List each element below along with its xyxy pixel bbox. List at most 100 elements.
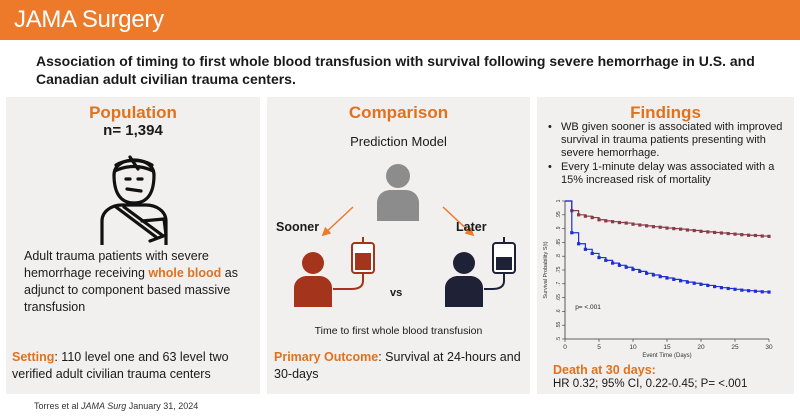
- data-point-later: [604, 258, 608, 262]
- series-line-sooner: [565, 200, 770, 237]
- later-label: Later: [456, 220, 487, 234]
- data-point-sooner: [760, 234, 764, 238]
- data-point-later: [638, 269, 642, 273]
- x-axis-label: Event Time (Days): [642, 353, 691, 359]
- data-point-later: [685, 280, 689, 284]
- data-point-later: [651, 273, 655, 277]
- data-point-later: [740, 288, 744, 292]
- y-tick-label: .85: [556, 239, 562, 246]
- x-tick-label: 25: [731, 344, 739, 351]
- data-point-later: [747, 289, 751, 293]
- data-point-later: [692, 281, 696, 285]
- y-tick-label: .95: [556, 211, 562, 218]
- findings-heading: Findings: [630, 103, 701, 122]
- population-panel: Population n= 1,394 Adult trauma patient…: [6, 97, 260, 394]
- prediction-model-label: Prediction Model: [350, 134, 447, 149]
- data-point-sooner: [726, 231, 730, 236]
- comparison-figure: [294, 164, 516, 307]
- data-point-later: [733, 287, 737, 291]
- sooner-label: Sooner: [276, 220, 320, 234]
- data-point-later: [767, 290, 771, 294]
- data-point-sooner: [699, 229, 703, 233]
- y-tick-label: .7: [556, 281, 562, 285]
- data-point-sooner: [638, 223, 642, 227]
- data-point-sooner: [645, 224, 649, 228]
- y-axis-label: Survival Probability S(t): [543, 241, 549, 298]
- y-tick-label: .6: [556, 309, 562, 313]
- data-point-sooner: [679, 227, 683, 231]
- data-point-sooner: [719, 231, 723, 235]
- data-point-sooner: [651, 225, 655, 229]
- data-point-later: [577, 242, 581, 246]
- x-tick-label: 5: [597, 344, 601, 351]
- data-point-later: [645, 271, 649, 275]
- data-point-later: [617, 263, 621, 267]
- model-person-icon: [377, 164, 419, 221]
- arrow-sooner: [321, 206, 354, 237]
- sooner-patient-icon: [294, 252, 332, 307]
- data-point-sooner: [706, 230, 710, 234]
- x-tick-label: 20: [697, 344, 705, 351]
- data-point-later: [665, 276, 669, 280]
- data-point-sooner: [604, 219, 608, 223]
- death-at-30-days-heading: Death at 30 days:: [553, 363, 656, 377]
- sooner-blood-bag-icon: [333, 237, 375, 290]
- citation: Torres et al JAMA Surg January 31, 2024: [34, 401, 199, 411]
- findings-panel: Findings WB given sooner is associated w…: [537, 97, 794, 394]
- data-point-sooner: [733, 232, 737, 236]
- data-point-sooner: [672, 227, 676, 231]
- data-point-later: [583, 247, 587, 251]
- y-tick-label: .8: [556, 254, 562, 258]
- p-value-annotation: p= <.001: [575, 304, 601, 311]
- findings-list: WB given sooner is associated with impro…: [547, 121, 787, 188]
- comparison-heading: Comparison: [348, 103, 449, 122]
- x-tick-label: 0: [563, 344, 567, 351]
- x-tick-label: 10: [629, 344, 637, 351]
- data-point-sooner: [713, 230, 717, 235]
- data-point-sooner: [665, 226, 669, 230]
- population-heading: Population: [89, 103, 177, 122]
- data-point-later: [570, 231, 574, 235]
- data-point-sooner: [747, 233, 751, 237]
- finding-bullet: WB given sooner is associated with impro…: [547, 121, 787, 160]
- data-point-later: [631, 267, 635, 272]
- data-point-later: [760, 290, 764, 294]
- data-point-sooner: [611, 220, 615, 224]
- x-tick-label: 15: [663, 344, 671, 351]
- data-point-sooner: [590, 215, 594, 220]
- y-tick-label: 1: [556, 199, 562, 202]
- vs-label: vs: [390, 287, 403, 299]
- y-tick-label: .75: [556, 266, 562, 273]
- data-point-later: [624, 265, 628, 269]
- y-tick-label: .65: [556, 294, 562, 301]
- data-point-later: [590, 251, 594, 256]
- data-point-later: [679, 279, 683, 283]
- population-description: Adult trauma patients with severe hemorr…: [24, 249, 238, 314]
- y-tick-label: .9: [556, 226, 562, 230]
- data-point-sooner: [740, 233, 744, 237]
- primary-outcome: Primary Outcome: Survival at 24-hours an…: [274, 350, 521, 381]
- data-point-sooner: [767, 234, 771, 238]
- data-point-later: [597, 255, 601, 260]
- data-point-sooner: [624, 221, 628, 225]
- data-point-later: [726, 286, 730, 291]
- citation-journal: JAMA Surg: [81, 401, 127, 411]
- data-point-later: [719, 286, 723, 290]
- data-point-sooner: [631, 222, 635, 226]
- data-point-sooner: [583, 214, 587, 218]
- data-point-later: [672, 277, 676, 281]
- data-point-later: [658, 275, 662, 279]
- injured-patient-icon: [100, 155, 168, 245]
- data-point-sooner: [597, 218, 601, 222]
- data-point-sooner: [658, 225, 662, 229]
- death-statistics: HR 0.32; 95% CI, 0.22-0.45; P= <.001: [553, 378, 748, 390]
- data-point-later: [753, 289, 757, 293]
- data-point-sooner: [685, 228, 689, 232]
- setting-text: Setting: 110 level one and 63 level two …: [12, 350, 229, 381]
- data-point-sooner: [577, 213, 581, 217]
- finding-bullet: Every 1-minute delay was associated with…: [547, 161, 787, 187]
- header-bar: JAMA Surgery: [0, 0, 800, 40]
- later-patient-icon: [445, 252, 483, 307]
- x-tick-label: 30: [765, 344, 773, 351]
